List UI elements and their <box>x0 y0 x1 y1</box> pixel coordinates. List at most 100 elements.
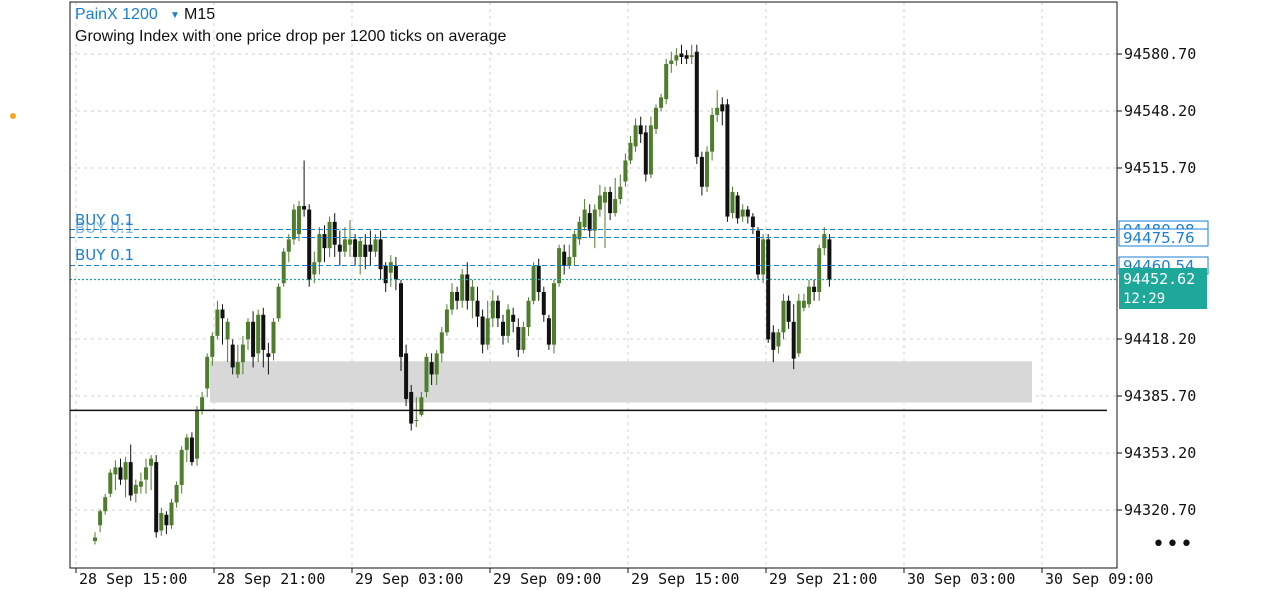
candle-body <box>133 484 138 494</box>
candle-body <box>603 192 607 203</box>
candle-body <box>460 274 465 301</box>
order-price-box[interactable] <box>1118 228 1209 247</box>
candle-body <box>572 234 577 257</box>
candle-body <box>179 449 184 485</box>
candle-body <box>174 484 179 503</box>
candle-body <box>332 221 337 245</box>
time-tick-label: 29 Sep 15:00 <box>631 570 739 588</box>
order-label-left[interactable]: BUY 0.1 <box>75 219 134 237</box>
candle-body <box>807 286 811 305</box>
order-label-left[interactable]: BUY 0.1 <box>75 211 134 229</box>
candle-body <box>745 209 750 217</box>
candle-body <box>526 300 531 328</box>
price-axis[interactable]: 94580.70 94548.20 94515.70 94418.20 94385.70… <box>1117 45 1196 519</box>
candle-body <box>424 356 429 392</box>
candle-body <box>368 244 373 252</box>
price-tick-label: 94353.20 <box>1124 444 1196 462</box>
candle-body <box>276 286 281 319</box>
candle-body <box>689 55 694 57</box>
candle-body <box>281 251 286 284</box>
candle-body <box>317 234 322 263</box>
candle-body <box>169 502 174 526</box>
candle-body <box>149 458 154 466</box>
candle-body <box>383 265 388 284</box>
candle-body <box>776 332 781 347</box>
timeframe-label[interactable]: M15 <box>184 6 216 23</box>
candle-body <box>541 291 546 315</box>
candle-body <box>404 353 409 399</box>
candle-body <box>730 192 735 214</box>
order-label-left[interactable]: BUY 0.1 <box>75 246 134 264</box>
candle-body <box>817 248 822 292</box>
candle-body <box>582 209 587 228</box>
price-tick-label: 94580.70 <box>1124 45 1196 63</box>
candle-body <box>613 199 618 214</box>
candle-body <box>286 239 291 252</box>
time-tick-label: 29 Sep 21:00 <box>769 570 877 588</box>
candle-body <box>419 397 424 415</box>
candle-body <box>577 221 582 240</box>
candle-body <box>144 467 148 480</box>
candle-body <box>373 239 378 252</box>
candle-body <box>786 300 791 322</box>
candle-body <box>138 481 143 487</box>
candle-body <box>409 391 414 424</box>
candle-body <box>725 104 730 217</box>
candle-body <box>378 239 383 270</box>
candle-body <box>664 63 669 100</box>
candle-body <box>796 300 801 354</box>
candles <box>93 44 832 545</box>
candle-body <box>628 142 633 161</box>
candle-body <box>439 332 444 354</box>
candle-body <box>118 467 123 480</box>
candle-body <box>694 51 699 157</box>
candle-body <box>781 300 786 333</box>
candle-body <box>98 511 103 526</box>
time-axis[interactable]: 28 Sep 15:00 28 Sep 21:00 29 Sep 03:00 29 S… <box>75 568 1153 588</box>
candle-body <box>801 300 806 308</box>
candle-body <box>184 437 189 450</box>
candle-body <box>271 321 276 354</box>
candle-body <box>715 107 720 115</box>
candle-body <box>312 262 317 275</box>
candle-body <box>597 195 602 210</box>
symbol-description: Growing Index with one price drop per 12… <box>75 28 507 45</box>
candle-body <box>414 420 419 422</box>
candle-body <box>393 265 398 280</box>
support-zone[interactable] <box>210 361 1032 403</box>
candle-body <box>659 97 664 108</box>
chart-grid <box>70 2 1117 568</box>
candle-body <box>511 314 516 322</box>
candle-body <box>710 114 715 152</box>
candle-body <box>154 462 159 533</box>
candle-body <box>429 362 434 375</box>
candle-body <box>623 160 628 182</box>
candle-body <box>750 216 755 228</box>
candle-body <box>200 397 205 410</box>
candle-body <box>608 192 613 214</box>
candle-body <box>771 332 776 350</box>
chevron-down-icon[interactable]: ▼ <box>170 10 180 21</box>
symbol-selector[interactable]: PainX 1200 <box>75 6 158 23</box>
candle-body <box>501 321 505 336</box>
candle-body <box>205 356 210 389</box>
candle-body <box>128 462 133 496</box>
order-lines <box>70 229 1117 266</box>
candle-body <box>536 265 541 292</box>
order-price-label: 94475.76 <box>1123 229 1195 247</box>
candle-body <box>766 239 771 340</box>
candle-body <box>495 300 500 319</box>
candle-body <box>159 512 164 531</box>
candle-body <box>720 104 725 112</box>
candle-body <box>444 309 449 333</box>
candle-body <box>251 321 256 357</box>
candle-countdown-label: 12:29 <box>1123 291 1165 307</box>
candle-body <box>450 291 454 310</box>
candle-body <box>480 316 485 345</box>
candle-body <box>240 344 245 363</box>
candle-body <box>643 132 648 175</box>
candle-body <box>648 125 653 175</box>
more-options-icon[interactable]: ••• <box>1152 532 1194 557</box>
candle-body <box>123 462 128 480</box>
